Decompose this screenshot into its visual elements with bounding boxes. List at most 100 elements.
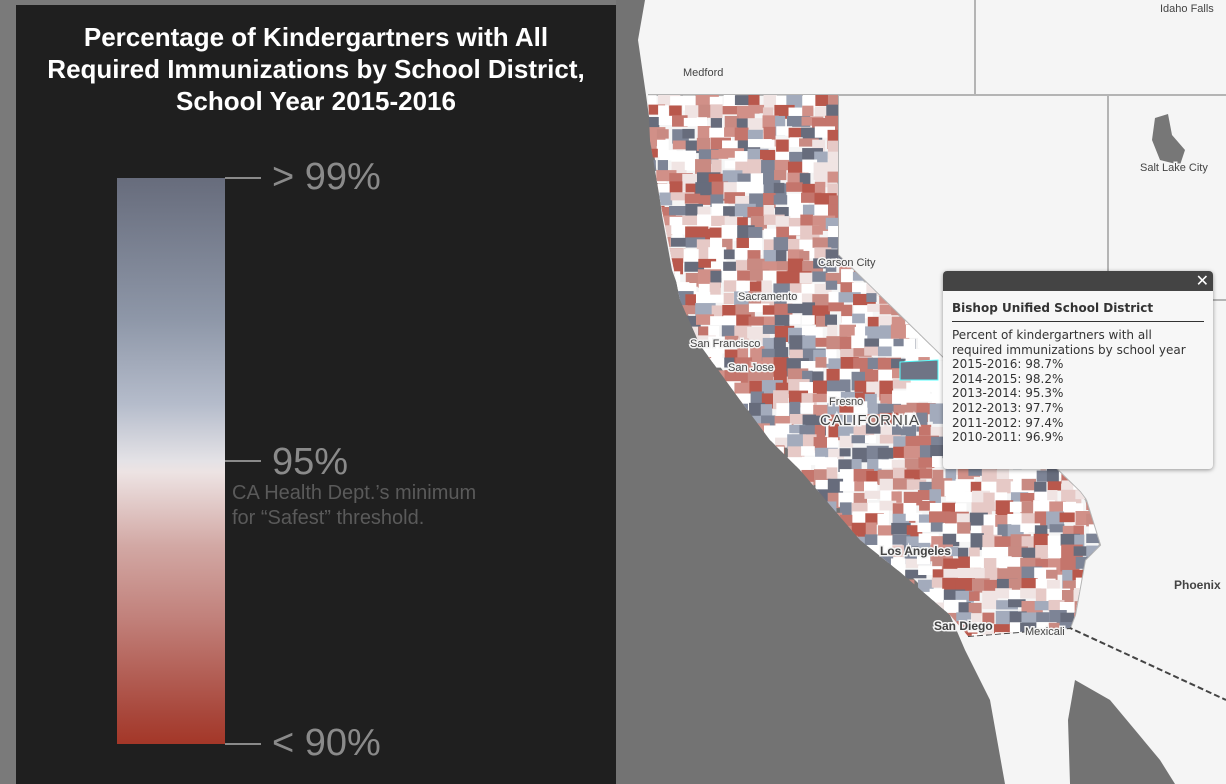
district[interactable] [708,247,727,262]
district[interactable] [685,183,697,198]
district[interactable] [761,415,776,426]
district[interactable] [1020,557,1041,568]
district[interactable] [917,522,941,533]
district[interactable] [853,348,872,357]
district[interactable] [724,127,739,137]
district[interactable] [760,404,773,418]
district[interactable] [968,602,982,616]
district[interactable] [865,414,883,423]
district[interactable] [891,358,906,369]
district[interactable] [1061,589,1074,610]
district[interactable] [942,577,959,591]
district[interactable] [893,446,906,458]
district[interactable] [697,206,711,219]
district[interactable] [814,204,838,216]
district[interactable] [878,525,894,536]
district[interactable] [932,569,947,578]
district[interactable] [919,468,933,479]
district[interactable] [851,502,876,514]
district[interactable] [891,522,911,535]
district[interactable] [696,117,708,135]
district[interactable] [814,247,832,260]
district[interactable] [853,293,876,306]
district[interactable] [968,547,980,564]
district[interactable] [891,346,914,357]
district[interactable] [721,148,745,158]
district[interactable] [918,380,939,391]
district[interactable] [827,324,838,339]
district[interactable] [801,456,826,466]
district[interactable] [1059,512,1075,523]
district[interactable] [1073,525,1084,542]
district[interactable] [854,326,874,337]
district[interactable] [1008,599,1026,608]
district[interactable] [776,126,793,136]
district[interactable] [774,159,790,171]
district[interactable] [711,149,729,159]
district[interactable] [906,479,927,490]
district[interactable] [670,237,690,247]
district[interactable] [945,492,959,501]
district[interactable] [747,258,765,271]
district[interactable] [982,600,1007,609]
district[interactable] [1021,467,1041,479]
district[interactable] [878,459,898,469]
district[interactable] [839,502,852,518]
district[interactable] [775,151,793,161]
district[interactable] [684,193,701,204]
district[interactable] [825,249,839,262]
district[interactable] [737,217,748,229]
district[interactable] [970,525,982,539]
district[interactable] [723,280,746,292]
district[interactable] [1020,622,1042,634]
district[interactable] [877,346,901,357]
district[interactable] [748,335,761,346]
selected-district-bishop[interactable] [899,359,939,381]
district[interactable] [930,522,944,532]
district[interactable] [683,117,699,127]
district[interactable] [918,424,932,436]
district[interactable] [826,380,844,395]
district[interactable] [945,467,957,487]
district[interactable] [1062,569,1075,590]
district[interactable] [774,415,794,428]
district[interactable] [737,270,758,281]
district[interactable] [970,533,984,550]
district[interactable] [1075,490,1087,500]
district[interactable] [774,170,787,181]
district[interactable] [825,272,850,285]
district[interactable] [932,469,944,487]
district[interactable] [734,382,752,395]
district[interactable] [826,467,838,479]
district[interactable] [1007,524,1024,538]
district[interactable] [995,500,1014,518]
district[interactable] [903,502,917,516]
district[interactable] [802,204,825,216]
district[interactable] [879,434,901,444]
district[interactable] [942,502,956,513]
district[interactable] [1049,501,1066,513]
district[interactable] [789,283,812,294]
district[interactable] [955,590,974,603]
district[interactable] [955,491,974,503]
district[interactable] [839,448,851,457]
district[interactable] [787,303,803,314]
district[interactable] [711,159,722,180]
district[interactable] [709,358,729,368]
district[interactable] [697,126,711,142]
district[interactable] [813,404,835,417]
district[interactable] [825,261,837,272]
district[interactable] [724,335,739,346]
district[interactable] [802,183,822,195]
district[interactable] [1035,545,1048,562]
district[interactable] [916,403,936,415]
district[interactable] [646,104,666,115]
district[interactable] [825,280,838,290]
district[interactable] [839,324,857,339]
district[interactable] [982,612,995,632]
district[interactable] [815,447,838,458]
district[interactable] [761,293,783,306]
district[interactable] [685,237,706,248]
district[interactable] [773,182,785,194]
district[interactable] [955,479,975,492]
